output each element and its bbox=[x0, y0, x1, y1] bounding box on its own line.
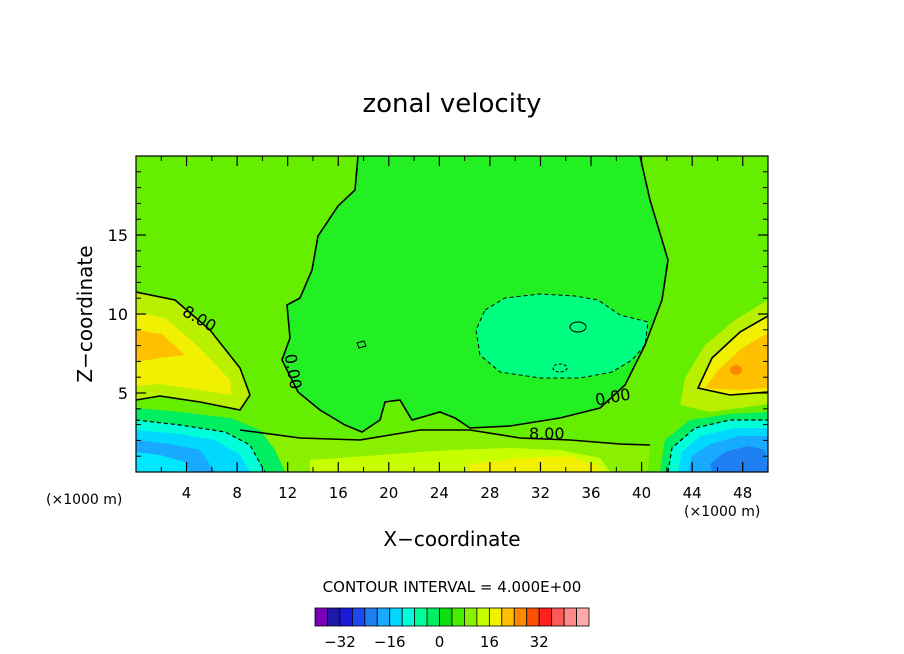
x-tick-label: 48 bbox=[733, 484, 752, 502]
field-bottom-band-max bbox=[470, 456, 600, 472]
colorbar-swatch bbox=[563, 607, 577, 627]
colorbar-swatch bbox=[439, 607, 453, 627]
field-mid-negative bbox=[476, 294, 648, 378]
colorbar-swatch bbox=[376, 607, 391, 627]
colorbar-tick-label: −16 bbox=[374, 633, 406, 651]
colorbar-tick-label: 32 bbox=[530, 633, 549, 651]
colorbar-swatch bbox=[476, 607, 490, 627]
field-left-lobe-max bbox=[136, 330, 185, 362]
x-tick-label: 40 bbox=[632, 484, 651, 502]
contour-small-dashed-loop bbox=[552, 363, 568, 373]
x-tick-label: 28 bbox=[480, 484, 499, 502]
colorbar-swatch bbox=[551, 607, 565, 627]
colorbar-tick-label: 0 bbox=[435, 633, 445, 651]
contour-eight-line-left bbox=[136, 291, 251, 411]
colorbar-swatch bbox=[501, 607, 515, 627]
contour-label: 8.00 bbox=[529, 424, 565, 443]
contour-neg-dashed-mid bbox=[475, 293, 649, 379]
x-tick-label: 20 bbox=[379, 484, 398, 502]
colorbar-swatch bbox=[414, 607, 428, 627]
field-bottom-right-5 bbox=[710, 446, 768, 472]
colorbar-swatch bbox=[526, 607, 540, 627]
contour-zero-line bbox=[281, 156, 669, 433]
contour-interval-text: CONTOUR INTERVAL = 4.000E+00 bbox=[323, 578, 582, 596]
contour-eight-line-bottom bbox=[239, 429, 651, 446]
colorbar-tick-label: 16 bbox=[480, 633, 499, 651]
colorbar: −32 −16 0 16 32 bbox=[314, 607, 590, 651]
field-right-lobe-peak bbox=[730, 365, 742, 375]
contour-neg-dashed-bottom-left bbox=[136, 419, 266, 472]
x-unit-label-left: (×1000 m) bbox=[46, 492, 122, 508]
colorbar-swatch bbox=[426, 607, 440, 627]
x-tick-label: 32 bbox=[531, 484, 550, 502]
colorbar-swatch bbox=[464, 607, 478, 627]
contour-neg-dashed-bottom-right bbox=[667, 419, 768, 472]
x-tick-label: 4 bbox=[182, 484, 192, 502]
contour-small-loop bbox=[569, 321, 587, 333]
colorbar-swatch bbox=[451, 607, 465, 627]
colorbar-swatch bbox=[576, 607, 590, 627]
x-tick-label: 8 bbox=[232, 484, 242, 502]
x-unit-label-right: (×1000 m) bbox=[684, 504, 760, 520]
y-axis: 5 10 15 bbox=[108, 171, 768, 457]
contour-eight-line-right bbox=[696, 315, 768, 396]
y-tick-label: 5 bbox=[118, 384, 128, 403]
colorbar-swatch bbox=[314, 607, 328, 627]
x-tick-label: 16 bbox=[329, 484, 348, 502]
colorbar-swatch bbox=[327, 607, 341, 627]
y-axis-label: Z−coordinate bbox=[73, 245, 97, 382]
x-tick-label: 24 bbox=[430, 484, 449, 502]
contour-field bbox=[136, 156, 768, 472]
x-tick-label: 36 bbox=[581, 484, 600, 502]
colorbar-swatch bbox=[364, 607, 378, 627]
chart-title: zonal velocity bbox=[362, 89, 541, 119]
colorbar-swatch bbox=[538, 607, 553, 627]
y-tick-label: 15 bbox=[108, 226, 128, 245]
colorbar-swatch bbox=[513, 607, 528, 627]
field-bottom-left-5 bbox=[136, 452, 190, 472]
field-left-lobe-yellow bbox=[136, 312, 232, 395]
colorbar-swatch bbox=[389, 607, 403, 627]
x-tick-label: 44 bbox=[683, 484, 702, 502]
y-tick-label: 10 bbox=[108, 305, 128, 324]
field-right-lobe-max bbox=[705, 333, 768, 390]
x-axis: 4 8 12 16 20 24 28 32 36 40 44 48 bbox=[160, 156, 752, 502]
colorbar-swatch bbox=[339, 607, 353, 627]
contour-small-islet bbox=[356, 340, 367, 349]
x-tick-label: 12 bbox=[278, 484, 297, 502]
colorbar-swatch bbox=[351, 607, 366, 627]
colorbar-swatch bbox=[488, 607, 503, 627]
colorbar-tick-label: −32 bbox=[324, 633, 356, 651]
colorbar-swatch bbox=[401, 607, 416, 627]
x-axis-label: X−coordinate bbox=[383, 527, 520, 551]
